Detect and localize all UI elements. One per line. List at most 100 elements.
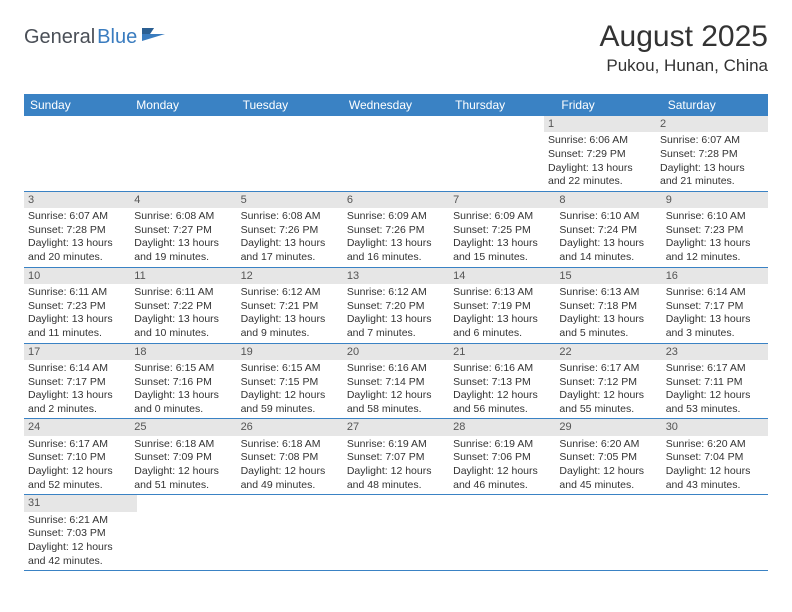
- calendar-grid: SundayMondayTuesdayWednesdayThursdayFrid…: [24, 94, 768, 571]
- day-daylight1: Daylight: 13 hours: [134, 389, 232, 403]
- day-daylight1: Daylight: 12 hours: [666, 465, 764, 479]
- day-sunset: Sunset: 7:21 PM: [241, 300, 339, 314]
- day-sunrise: Sunrise: 6:15 AM: [134, 362, 232, 376]
- day-sunrise: Sunrise: 6:07 AM: [28, 210, 126, 224]
- day-sunset: Sunset: 7:28 PM: [660, 148, 764, 162]
- day-number: 18: [130, 344, 236, 360]
- day-daylight2: and 0 minutes.: [134, 403, 232, 417]
- day-sunrise: Sunrise: 6:11 AM: [134, 286, 232, 300]
- day-number: 14: [449, 268, 555, 284]
- day-sunset: Sunset: 7:28 PM: [28, 224, 126, 238]
- day-sunset: Sunset: 7:22 PM: [134, 300, 232, 314]
- day-daylight1: Daylight: 13 hours: [660, 162, 764, 176]
- day-daylight2: and 19 minutes.: [134, 251, 232, 265]
- day-cell: 24Sunrise: 6:17 AMSunset: 7:10 PMDayligh…: [24, 419, 130, 494]
- day-daylight2: and 22 minutes.: [548, 175, 652, 189]
- day-daylight2: and 55 minutes.: [559, 403, 657, 417]
- day-daylight1: Daylight: 12 hours: [241, 389, 339, 403]
- day-cell: 23Sunrise: 6:17 AMSunset: 7:11 PMDayligh…: [662, 344, 768, 419]
- day-sunrise: Sunrise: 6:13 AM: [453, 286, 551, 300]
- day-cell: 19Sunrise: 6:15 AMSunset: 7:15 PMDayligh…: [237, 344, 343, 419]
- day-cell: 17Sunrise: 6:14 AMSunset: 7:17 PMDayligh…: [24, 344, 130, 419]
- day-sunrise: Sunrise: 6:16 AM: [453, 362, 551, 376]
- day-number: 10: [24, 268, 130, 284]
- day-sunset: Sunset: 7:12 PM: [559, 376, 657, 390]
- day-cell: 16Sunrise: 6:14 AMSunset: 7:17 PMDayligh…: [662, 268, 768, 343]
- day-sunrise: Sunrise: 6:16 AM: [347, 362, 445, 376]
- day-sunset: Sunset: 7:11 PM: [666, 376, 764, 390]
- weekday-header: Thursday: [449, 94, 555, 116]
- day-daylight2: and 16 minutes.: [347, 251, 445, 265]
- day-sunrise: Sunrise: 6:17 AM: [559, 362, 657, 376]
- day-daylight2: and 46 minutes.: [453, 479, 551, 493]
- day-sunset: Sunset: 7:13 PM: [453, 376, 551, 390]
- day-daylight2: and 3 minutes.: [666, 327, 764, 341]
- month-title: August 2025: [600, 20, 768, 54]
- calendar-page: GeneralBlue August 2025 Pukou, Hunan, Ch…: [0, 0, 792, 571]
- day-sunrise: Sunrise: 6:18 AM: [134, 438, 232, 452]
- day-daylight1: Daylight: 13 hours: [134, 237, 232, 251]
- day-sunrise: Sunrise: 6:20 AM: [559, 438, 657, 452]
- day-sunrise: Sunrise: 6:17 AM: [28, 438, 126, 452]
- day-number: 21: [449, 344, 555, 360]
- day-daylight2: and 43 minutes.: [666, 479, 764, 493]
- week-row: 3Sunrise: 6:07 AMSunset: 7:28 PMDaylight…: [24, 192, 768, 268]
- day-daylight2: and 6 minutes.: [453, 327, 551, 341]
- day-sunrise: Sunrise: 6:10 AM: [666, 210, 764, 224]
- weekday-header: Sunday: [24, 94, 130, 116]
- day-daylight2: and 11 minutes.: [28, 327, 126, 341]
- logo: GeneralBlue: [24, 26, 167, 49]
- day-sunset: Sunset: 7:27 PM: [134, 224, 232, 238]
- day-daylight2: and 45 minutes.: [559, 479, 657, 493]
- day-cell: 7Sunrise: 6:09 AMSunset: 7:25 PMDaylight…: [449, 192, 555, 267]
- day-daylight1: Daylight: 13 hours: [28, 313, 126, 327]
- day-cell: 9Sunrise: 6:10 AMSunset: 7:23 PMDaylight…: [662, 192, 768, 267]
- day-cell: 28Sunrise: 6:19 AMSunset: 7:06 PMDayligh…: [449, 419, 555, 494]
- day-daylight2: and 14 minutes.: [559, 251, 657, 265]
- day-sunrise: Sunrise: 6:18 AM: [241, 438, 339, 452]
- day-daylight1: Daylight: 13 hours: [453, 313, 551, 327]
- day-daylight1: Daylight: 13 hours: [28, 389, 126, 403]
- day-cell: 30Sunrise: 6:20 AMSunset: 7:04 PMDayligh…: [662, 419, 768, 494]
- day-daylight2: and 7 minutes.: [347, 327, 445, 341]
- day-cell: 14Sunrise: 6:13 AMSunset: 7:19 PMDayligh…: [449, 268, 555, 343]
- day-number: 22: [555, 344, 661, 360]
- day-sunrise: Sunrise: 6:09 AM: [347, 210, 445, 224]
- day-sunset: Sunset: 7:14 PM: [347, 376, 445, 390]
- day-number: 24: [24, 419, 130, 435]
- day-cell: 25Sunrise: 6:18 AMSunset: 7:09 PMDayligh…: [130, 419, 236, 494]
- day-number: 29: [555, 419, 661, 435]
- week-row: 1Sunrise: 6:06 AMSunset: 7:29 PMDaylight…: [24, 116, 768, 192]
- day-sunset: Sunset: 7:29 PM: [548, 148, 652, 162]
- day-daylight1: Daylight: 12 hours: [134, 465, 232, 479]
- day-sunrise: Sunrise: 6:06 AM: [548, 134, 652, 148]
- empty-cell: [453, 495, 558, 570]
- empty-cell: [128, 116, 232, 191]
- day-daylight1: Daylight: 13 hours: [548, 162, 652, 176]
- day-sunrise: Sunrise: 6:19 AM: [453, 438, 551, 452]
- day-number: 25: [130, 419, 236, 435]
- day-sunrise: Sunrise: 6:11 AM: [28, 286, 126, 300]
- day-daylight1: Daylight: 12 hours: [241, 465, 339, 479]
- day-sunset: Sunset: 7:25 PM: [453, 224, 551, 238]
- weekday-header: Saturday: [662, 94, 768, 116]
- day-cell: 1Sunrise: 6:06 AMSunset: 7:29 PMDaylight…: [544, 116, 656, 191]
- day-daylight1: Daylight: 13 hours: [347, 313, 445, 327]
- day-daylight1: Daylight: 13 hours: [559, 313, 657, 327]
- day-daylight2: and 52 minutes.: [28, 479, 126, 493]
- day-number: 4: [130, 192, 236, 208]
- day-daylight2: and 49 minutes.: [241, 479, 339, 493]
- day-daylight2: and 5 minutes.: [559, 327, 657, 341]
- day-sunrise: Sunrise: 6:17 AM: [666, 362, 764, 376]
- day-number: 8: [555, 192, 661, 208]
- day-number: 17: [24, 344, 130, 360]
- empty-cell: [440, 116, 544, 191]
- empty-cell: [242, 495, 347, 570]
- day-daylight2: and 21 minutes.: [660, 175, 764, 189]
- day-cell: 2Sunrise: 6:07 AMSunset: 7:28 PMDaylight…: [656, 116, 768, 191]
- day-daylight2: and 42 minutes.: [28, 555, 133, 569]
- day-cell: 3Sunrise: 6:07 AMSunset: 7:28 PMDaylight…: [24, 192, 130, 267]
- day-sunrise: Sunrise: 6:09 AM: [453, 210, 551, 224]
- day-daylight1: Daylight: 12 hours: [453, 465, 551, 479]
- day-sunset: Sunset: 7:18 PM: [559, 300, 657, 314]
